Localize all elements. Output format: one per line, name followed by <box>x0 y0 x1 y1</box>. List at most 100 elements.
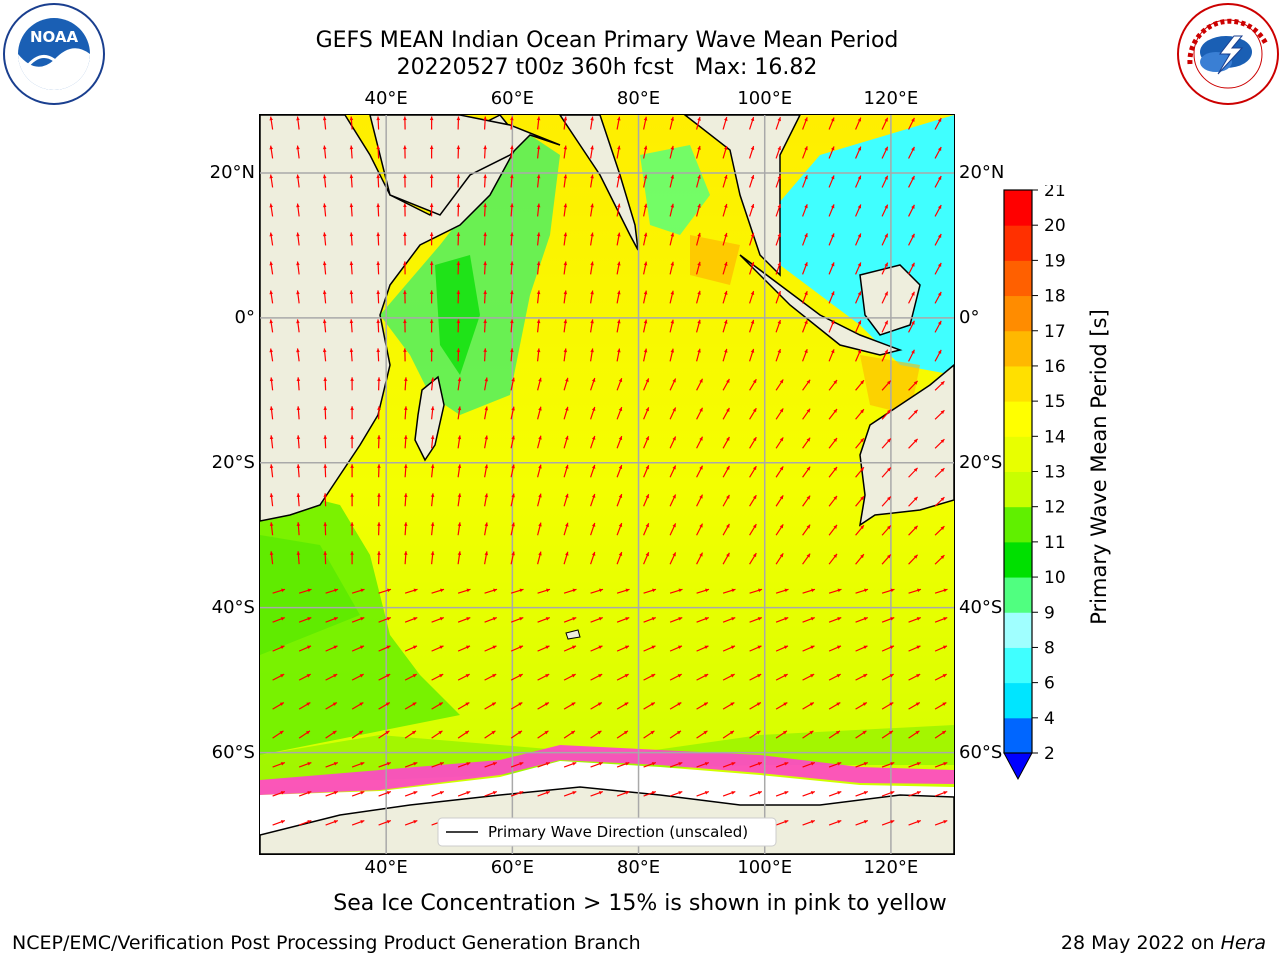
colorbar-segment <box>1004 682 1032 719</box>
wave-arrow <box>510 261 514 275</box>
wave-arrow <box>616 702 629 710</box>
wave-arrow <box>643 290 648 304</box>
wave-arrow <box>298 791 312 797</box>
wave-arrow <box>351 791 365 797</box>
wave-arrow <box>881 588 895 594</box>
wave-arrow <box>802 466 811 478</box>
wave-arrow <box>643 145 648 159</box>
wave-arrow <box>775 290 781 304</box>
wave-arrow <box>590 522 596 536</box>
wave-arrow <box>775 437 784 449</box>
wave-arrow <box>855 262 862 275</box>
wave-arrow <box>269 290 274 304</box>
wave-arrow <box>934 645 948 652</box>
wave-arrow <box>855 117 862 130</box>
wave-arrow <box>934 175 942 188</box>
wave-arrow <box>908 291 915 304</box>
wave-arrow <box>934 673 947 681</box>
wave-arrow <box>590 617 603 623</box>
wave-arrow <box>590 702 603 710</box>
wave-arrow <box>537 791 551 797</box>
wave-arrow <box>431 645 444 652</box>
wave-arrow <box>749 319 755 333</box>
colorbar-tick-label: 9 <box>1044 603 1055 623</box>
wave-arrow <box>510 203 514 217</box>
wave-arrow <box>563 174 568 188</box>
wave-arrow <box>643 116 648 130</box>
wave-arrow <box>616 232 621 246</box>
wave-arrow <box>881 554 892 565</box>
wave-arrow <box>377 464 381 478</box>
wave-arrow <box>590 232 594 246</box>
land-india <box>559 115 639 251</box>
wave-arrow <box>457 522 462 536</box>
wave-arrow <box>563 348 568 362</box>
wave-arrow <box>855 553 865 565</box>
wave-arrow <box>325 617 338 623</box>
wave-arrow <box>272 820 286 826</box>
wave-arrow <box>269 551 274 565</box>
wave-arrow <box>536 116 541 130</box>
wave-arrow <box>669 348 675 362</box>
wave-arrow <box>722 290 728 304</box>
colorbar-tick-label: 20 <box>1044 216 1066 236</box>
wave-arrow <box>881 525 892 536</box>
wave-arrow <box>669 702 682 710</box>
wave-arrow <box>643 407 650 420</box>
wave-arrow <box>457 493 462 507</box>
colorbar-tick-label: 15 <box>1044 392 1066 412</box>
wave-arrow <box>696 232 701 246</box>
wave-arrow <box>722 407 730 420</box>
wave-arrow <box>484 493 489 507</box>
wave-arrow <box>298 730 311 739</box>
wave-arrow <box>643 730 655 739</box>
wave-arrow <box>722 145 728 159</box>
wave-arrow <box>272 730 284 739</box>
wave-arrow <box>403 290 407 304</box>
sea-ice-edge <box>260 745 954 795</box>
lon-tick-label-top: 40°E <box>364 88 408 109</box>
wave-arrow <box>855 617 868 623</box>
wave-arrow <box>802 319 808 333</box>
wave-arrow <box>722 791 736 797</box>
wave-arrow <box>828 117 835 130</box>
wave-arrow <box>404 673 417 681</box>
wave-arrow <box>590 588 604 594</box>
wave-arrow <box>775 617 789 623</box>
wave-arrow <box>429 116 434 130</box>
wave-arrow <box>350 377 354 391</box>
wave-arrow <box>696 261 701 275</box>
wave-arrow <box>431 588 445 594</box>
wave-arrow <box>537 522 542 536</box>
wave-arrow <box>669 791 683 797</box>
wave-arrow <box>325 645 338 652</box>
wave-arrow <box>749 290 755 304</box>
footer-date: 28 May 2022 on <box>1060 932 1221 954</box>
wave-arrow <box>590 319 594 333</box>
wave-arrow <box>749 378 757 391</box>
wave-arrow <box>323 551 328 565</box>
wave-arrow <box>323 377 328 391</box>
wave-arrow <box>510 645 524 652</box>
wave-arrow <box>484 762 498 768</box>
wave-arrow <box>669 645 683 652</box>
wave-arrow <box>669 617 683 623</box>
lon-tick-label-bottom: 80°E <box>616 857 661 878</box>
wave-arrow <box>456 290 461 304</box>
wave-arrow <box>431 791 445 797</box>
wave-arrow <box>349 174 354 188</box>
wave-arrow <box>908 233 915 246</box>
wave-arrow <box>669 174 675 188</box>
wave-arrow <box>590 730 602 739</box>
wave-arrow <box>775 495 784 507</box>
wave-arrow <box>510 588 524 594</box>
wave-arrow <box>322 232 327 246</box>
wave-arrow <box>802 702 815 710</box>
wave-arrow <box>616 791 630 797</box>
wave-arrow <box>563 145 568 159</box>
land-australia <box>858 364 954 527</box>
wave-arrow <box>269 348 274 362</box>
wave-arrow <box>881 262 889 275</box>
wave-arrow <box>616 348 621 362</box>
wave-arrow <box>563 791 577 797</box>
